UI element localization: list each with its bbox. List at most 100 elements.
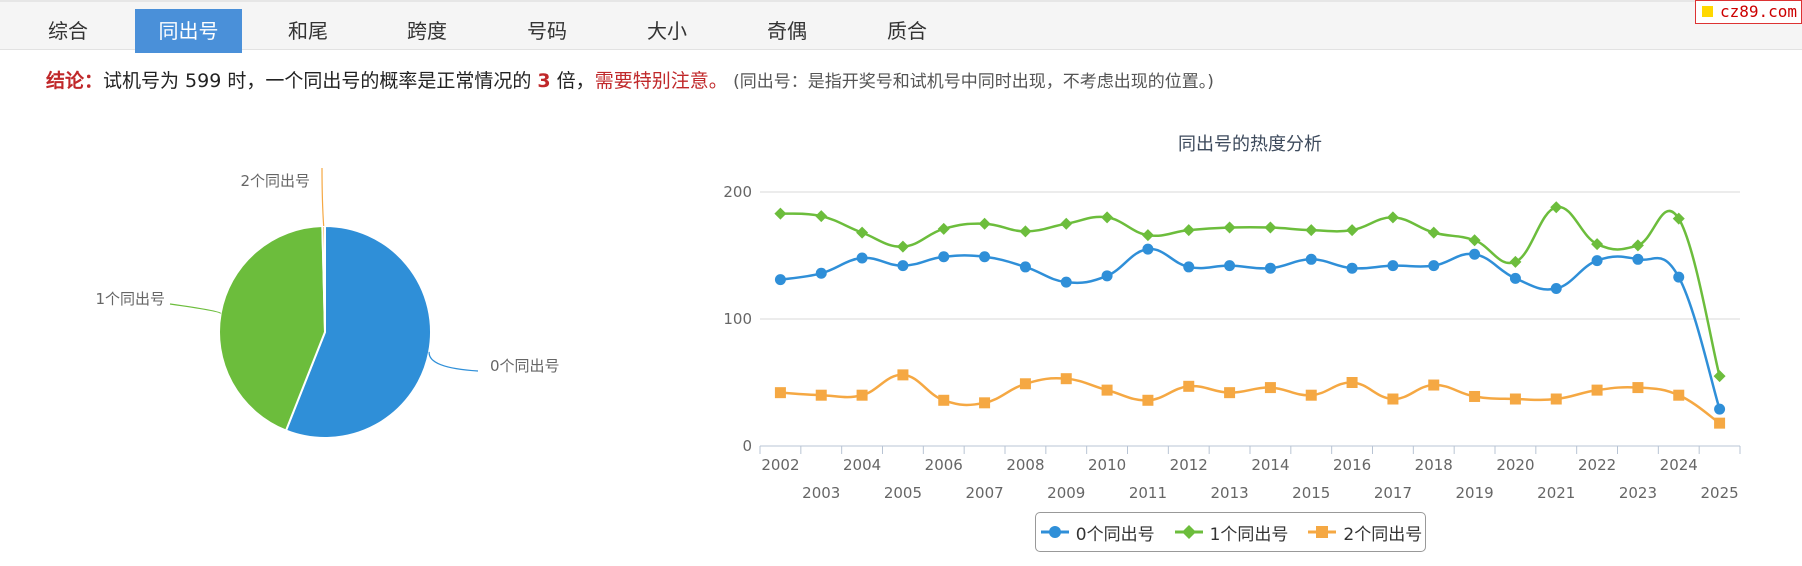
chart-title: 同出号的热度分析 xyxy=(1178,134,1322,155)
data-point xyxy=(979,397,991,409)
x-tick-label: 2023 xyxy=(1619,484,1657,502)
data-point xyxy=(1142,394,1154,406)
data-point xyxy=(1101,211,1114,224)
pie-chart: 0个同出号 1个同出号 2个同出号 xyxy=(95,167,560,439)
conclusion-body-2: 倍， xyxy=(550,70,595,92)
data-point xyxy=(1714,417,1726,429)
data-point xyxy=(1673,389,1685,401)
data-point xyxy=(1386,211,1399,224)
data-point xyxy=(1550,201,1563,214)
x-tick-label: 2017 xyxy=(1374,484,1412,502)
conclusion-note: (同出号：是指开奖号和试机号中同时出现，不考虑出现的位置。) xyxy=(727,72,1214,92)
conclusion-body: 试机号为 599 时，一个同出号的概率是正常情况的 xyxy=(103,70,538,92)
data-point xyxy=(1673,271,1685,283)
data-point xyxy=(1224,387,1236,399)
data-point xyxy=(815,267,827,279)
y-tick-label: 200 xyxy=(723,183,752,201)
conclusion-multiplier: 3 xyxy=(537,70,551,92)
pie-slice xyxy=(284,224,432,439)
data-point xyxy=(1469,390,1481,402)
data-point xyxy=(856,252,868,264)
tab-big-small[interactable]: 大小 xyxy=(647,19,687,43)
data-point xyxy=(1264,382,1276,394)
data-point xyxy=(897,260,909,272)
x-tick-label: 2005 xyxy=(884,484,922,502)
data-point xyxy=(938,251,950,263)
legend-diamond-icon xyxy=(1174,525,1203,539)
x-tick-label: 2013 xyxy=(1210,484,1248,502)
data-point xyxy=(1141,229,1154,242)
data-point xyxy=(1509,255,1522,268)
data-point xyxy=(1019,225,1032,238)
data-point xyxy=(1101,270,1113,282)
legend-item-two[interactable]: 2个同出号 xyxy=(1306,520,1422,545)
x-tick-label: 2007 xyxy=(965,484,1003,502)
series-line xyxy=(780,205,1721,377)
x-tick-label: 2002 xyxy=(761,456,799,474)
data-point xyxy=(1305,253,1317,265)
x-tick-label: 2011 xyxy=(1129,484,1167,502)
pie-label: 0个同出号 xyxy=(490,357,560,375)
data-point xyxy=(1714,403,1726,415)
legend-label: 1个同出号 xyxy=(1209,524,1289,545)
data-point xyxy=(1632,382,1644,394)
data-point xyxy=(1591,384,1603,396)
tab-odd-even[interactable]: 奇偶 xyxy=(767,19,807,43)
data-point xyxy=(1060,373,1072,385)
data-point xyxy=(1019,261,1031,273)
conclusion-warning: 需要特别注意。 xyxy=(594,70,728,92)
x-tick-label: 2004 xyxy=(843,456,881,474)
legend-item-one[interactable]: 1个同出号 xyxy=(1173,520,1289,545)
data-point xyxy=(1591,238,1604,251)
x-tick-label: 2012 xyxy=(1170,456,1208,474)
data-point xyxy=(1305,389,1317,401)
x-tick-label: 2014 xyxy=(1251,456,1289,474)
data-point xyxy=(1428,379,1440,391)
data-point xyxy=(856,226,869,239)
x-tick-label: 2003 xyxy=(802,484,840,502)
conclusion-label: 结论： xyxy=(46,70,104,92)
data-point xyxy=(1713,370,1726,383)
tab-bar: 综合 同出号 和尾 跨度 号码 大小 奇偶 质合 xyxy=(0,0,1802,53)
tab-sum-tail[interactable]: 和尾 xyxy=(288,19,328,43)
site-watermark: cz89.com xyxy=(1694,0,1802,24)
x-tick-label: 2025 xyxy=(1700,484,1738,502)
data-point xyxy=(1019,378,1031,390)
line-chart: 同出号的热度分析01002002002200320042005200620072… xyxy=(723,134,1741,502)
data-point xyxy=(1224,260,1236,272)
data-point xyxy=(1060,276,1072,288)
tab-same-number[interactable]: 同出号 xyxy=(135,9,242,53)
tab-summary[interactable]: 综合 xyxy=(48,19,88,43)
x-tick-label: 2022 xyxy=(1578,456,1616,474)
y-tick-label: 100 xyxy=(723,310,752,328)
data-point xyxy=(1631,239,1644,252)
x-tick-label: 2015 xyxy=(1292,484,1330,502)
pie-connector-line xyxy=(321,167,325,227)
data-point xyxy=(1346,224,1359,237)
data-point xyxy=(937,222,950,235)
legend-item-zero[interactable]: 0个同出号 xyxy=(1039,520,1155,545)
series-line xyxy=(780,373,1721,425)
x-tick-label: 2010 xyxy=(1088,456,1126,474)
pie-connector-line xyxy=(169,303,222,315)
data-point xyxy=(897,369,909,381)
tab-span[interactable]: 跨度 xyxy=(407,19,447,43)
data-point xyxy=(896,240,909,253)
data-point xyxy=(774,387,786,399)
data-point xyxy=(815,210,828,223)
data-point xyxy=(1060,217,1073,230)
data-point xyxy=(1672,212,1685,225)
data-point xyxy=(774,274,786,286)
x-tick-label: 2020 xyxy=(1496,456,1534,474)
data-point xyxy=(1346,377,1358,388)
logo-square-icon xyxy=(1701,6,1713,17)
tab-number[interactable]: 号码 xyxy=(527,19,567,43)
data-point xyxy=(1550,393,1562,405)
data-point xyxy=(1346,262,1358,274)
data-point xyxy=(1387,260,1399,272)
tab-prime-composite[interactable]: 质合 xyxy=(887,19,927,43)
x-tick-label: 2021 xyxy=(1537,484,1575,502)
data-point xyxy=(1142,243,1154,255)
data-point xyxy=(1264,262,1276,274)
x-tick-label: 2008 xyxy=(1006,456,1044,474)
